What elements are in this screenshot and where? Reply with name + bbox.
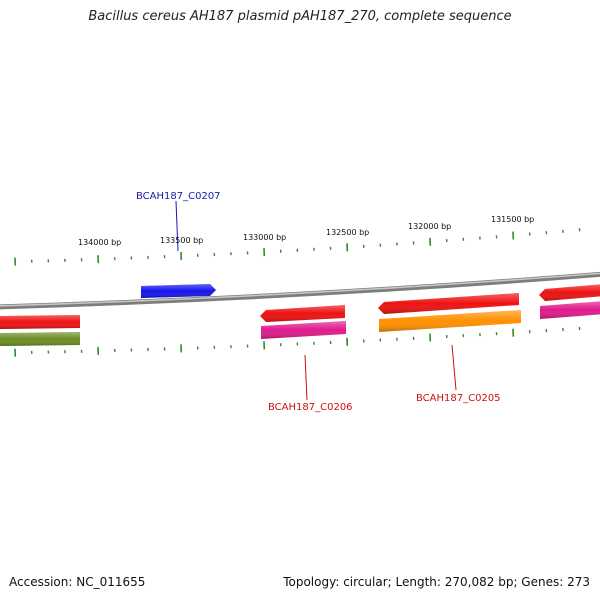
gene-label-c0206: BCAH187_C0206	[268, 402, 353, 413]
gene-label-c0205: BCAH187_C0205	[416, 393, 501, 404]
topology-value: circular	[343, 575, 388, 589]
plasmid-backbone	[0, 271, 600, 310]
gene-olive-left[interactable]	[0, 332, 80, 346]
leader-line-c0207	[175, 200, 179, 252]
tick-labels: 134000 bp 133500 bp 133000 bp 132500 bp …	[78, 215, 534, 247]
tick-label-133000: 133000 bp	[243, 233, 286, 242]
gene-orange-mid[interactable]	[379, 310, 521, 332]
gene-bcah187-c0207[interactable]	[141, 284, 216, 298]
gene-red-left[interactable]	[0, 315, 80, 329]
tick-label-132000: 132000 bp	[408, 222, 451, 231]
gene-red-right[interactable]	[539, 284, 600, 301]
accession-label: Accession:	[9, 575, 73, 589]
length-value: 270,082 bp	[444, 575, 514, 589]
map-title: Bacillus cereus AH187 plasmid pAH187_270…	[88, 9, 512, 24]
leader-line-c0205	[451, 344, 457, 391]
gene-magenta-right[interactable]	[540, 301, 600, 319]
accession-footer: Accession: NC_011655	[9, 575, 145, 589]
gene-bcah187-c0206[interactable]	[260, 305, 345, 322]
gene-magenta-mid[interactable]	[261, 321, 346, 339]
genes-label: Genes:	[521, 575, 564, 589]
topology-label: Topology:	[283, 575, 340, 589]
outer-tick-row	[14, 228, 581, 266]
inner-tick-row	[14, 326, 581, 357]
tick-label-131500: 131500 bp	[491, 215, 534, 224]
tick-label-134000: 134000 bp	[78, 238, 121, 247]
length-label: Length:	[395, 575, 441, 589]
genes-value: 273	[567, 575, 590, 589]
tick-label-132500: 132500 bp	[326, 228, 369, 237]
gene-label-c0207: BCAH187_C0207	[136, 191, 221, 202]
tick-label-133500: 133500 bp	[160, 236, 203, 245]
gene-bcah187-c0205[interactable]	[378, 293, 519, 314]
plasmid-backbone-highlight	[0, 272, 600, 307]
accession-value: NC_011655	[76, 575, 146, 589]
leader-line-c0206	[304, 354, 308, 401]
topology-footer: Topology: circular; Length: 270,082 bp; …	[283, 575, 590, 589]
